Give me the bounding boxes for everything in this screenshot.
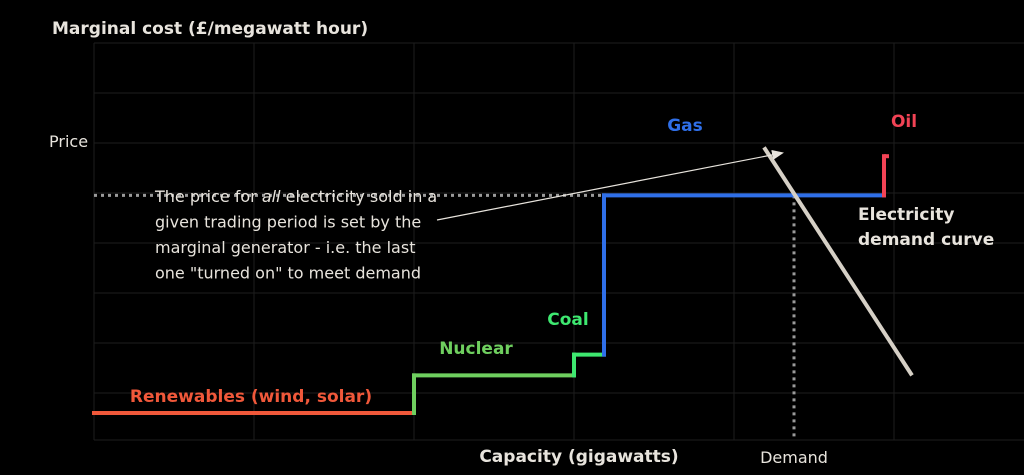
annotation-arrow [436, 149, 784, 221]
demand-curve-line [762, 146, 914, 377]
annotation-line-0: electricity sold in a [281, 187, 438, 206]
annotation-line-2: marginal generator - i.e. the last [155, 238, 415, 257]
annotation-line-3: one "turned on" to meet demand [155, 264, 421, 283]
x-axis-label: Capacity (gigawatts) [479, 447, 678, 467]
demand-curve-label: Electricity demand curve [858, 205, 994, 250]
demand-label: Demand [760, 448, 828, 467]
segment-label-3: Gas [667, 116, 703, 136]
segment-label-1: Nuclear [439, 339, 513, 359]
y-axis-label: Marginal cost (£/megawatt hour) [52, 19, 368, 39]
price-label: Price [49, 132, 88, 151]
annotation-line-0: all [262, 187, 281, 206]
segment-label-0: Renewables (wind, solar) [130, 387, 372, 407]
supply-curve [92, 154, 889, 415]
annotation-line-0: The price for [154, 187, 262, 206]
segment-label-2: Coal [547, 310, 588, 330]
segment-labels: Renewables (wind, solar) Nuclear Coal Gas Oi… [130, 112, 917, 407]
grid-lines [93, 42, 1024, 441]
annotation-text: The price for all electricity sold in a g… [154, 187, 437, 283]
segment-label-4: Oil [891, 112, 917, 132]
annotation-line-1: given trading period is set by the [155, 213, 421, 232]
